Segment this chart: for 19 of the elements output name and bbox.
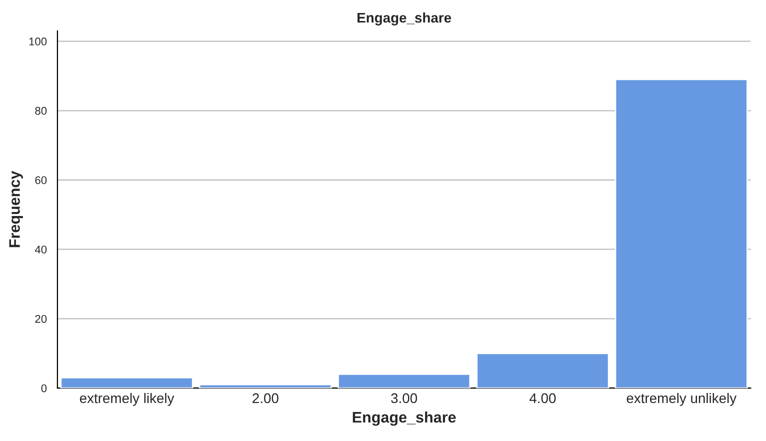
bar <box>198 384 332 388</box>
y-tick-label: 100 <box>29 38 47 46</box>
y-tick-label: 40 <box>34 246 47 254</box>
bar <box>338 374 471 388</box>
y-tick-label: 0 <box>41 384 47 392</box>
x-tick-label: 4.00 <box>530 393 556 404</box>
x-tick-label: 2.00 <box>252 393 278 404</box>
x-tick-label: extremely unlikely <box>626 392 737 406</box>
bar <box>614 78 748 388</box>
y-axis-title: Frequency <box>9 170 23 248</box>
bar <box>60 376 194 388</box>
x-tick-label: 3.00 <box>391 393 418 404</box>
bar <box>476 352 610 388</box>
x-tick-label: extremely likely <box>80 392 174 406</box>
x-axis-title: Engage_share <box>352 411 456 426</box>
chart-title: Engage_share <box>358 12 452 26</box>
y-tick-label: 20 <box>35 314 47 323</box>
y-tick-label: 80 <box>35 106 47 115</box>
y-tick-label: 60 <box>35 176 47 184</box>
